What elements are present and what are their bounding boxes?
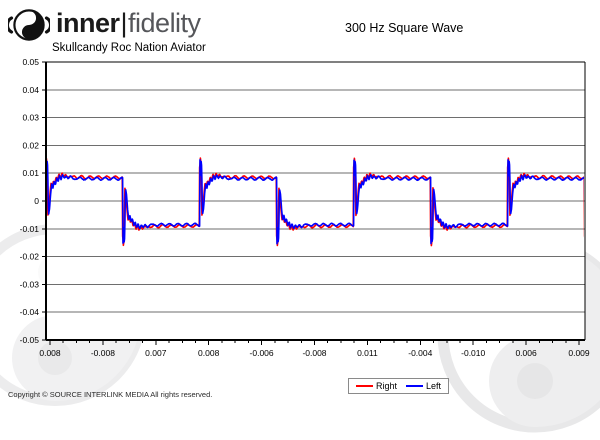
svg-text:0.04: 0.04 [22,85,39,95]
svg-text:0.007: 0.007 [145,348,167,358]
chart-plot-area: 0.05 0.04 0.03 0.02 0.01 0 -0.01 -0.02 -0.03 -0.0… [0,55,600,365]
svg-text:0.008: 0.008 [198,348,220,358]
svg-text:0.011: 0.011 [357,348,378,358]
chart-subtitle-model: Skullcandy Roc Nation Aviator [52,42,206,54]
svg-text:0.02: 0.02 [22,140,39,150]
brand-divider: | [120,8,128,38]
brand-wordmark: inner|fidelity [56,7,201,39]
svg-text:-0.008: -0.008 [91,348,115,358]
svg-text:0: 0 [34,196,39,206]
legend-entry-left: Left [406,381,441,391]
svg-text:-0.010: -0.010 [461,348,485,358]
svg-text:-0.006: -0.006 [250,348,274,358]
chart-title: 300 Hz Square Wave [345,21,464,35]
legend-swatch-left [406,385,424,387]
svg-text:-0.03: -0.03 [20,279,40,289]
svg-text:-0.04: -0.04 [20,307,40,317]
svg-text:0.05: 0.05 [22,57,39,67]
legend-label-right: Right [376,381,398,391]
chart-legend: Right Left [348,378,450,394]
copyright-notice: Copyright © SOURCE INTERLINK MEDIA All r… [8,390,213,399]
svg-text:0.03: 0.03 [22,113,39,123]
svg-text:-0.01: -0.01 [20,224,40,234]
svg-text:0.006: 0.006 [515,348,537,358]
svg-text:-0.02: -0.02 [20,252,40,262]
svg-text:0.009: 0.009 [568,348,590,358]
legend-label-left: Left [426,381,442,391]
legend-swatch-right [356,385,373,387]
svg-text:-0.004: -0.004 [408,348,432,358]
yin-yang-headphones-icon [5,8,53,42]
svg-text:0.01: 0.01 [22,168,39,178]
svg-text:0.008: 0.008 [39,348,61,358]
page-header: inner|fidelity 300 Hz Square Wave [0,0,600,48]
svg-text:-0.008: -0.008 [302,348,326,358]
brand-inner: inner [56,8,120,38]
brand-fidelity: fidelity [128,8,201,38]
legend-entry-right: Right [356,381,397,391]
svg-text:-0.05: -0.05 [20,335,40,345]
